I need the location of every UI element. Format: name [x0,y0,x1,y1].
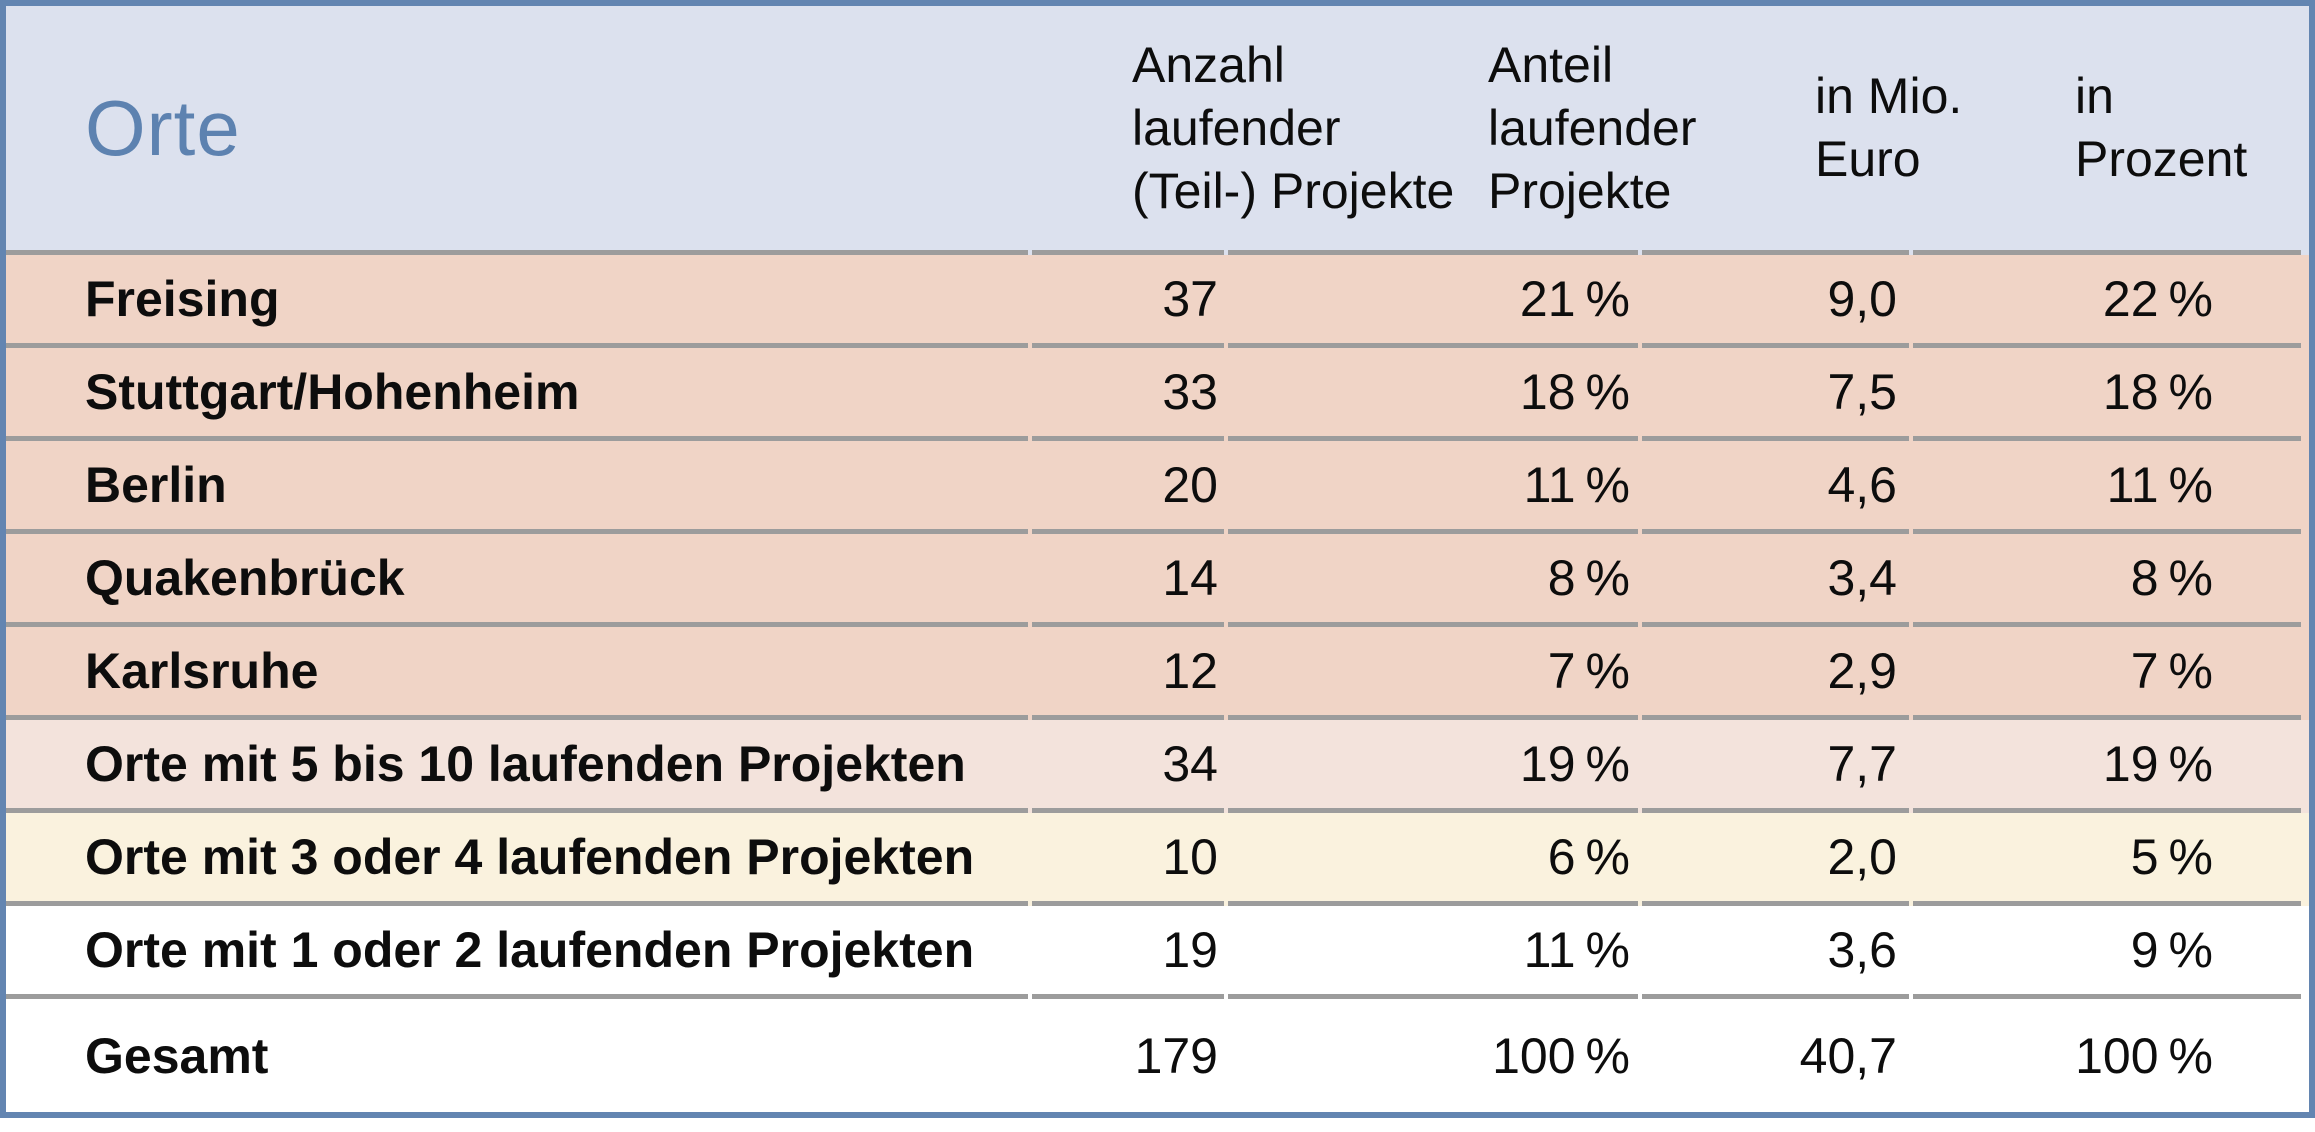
cell-anteil: 6 % [1228,813,1638,906]
cell-anzahl: 34 [1032,720,1224,813]
cell-prozent: 11 % [1913,441,2301,534]
cell-mio-euro: 2,9 [1642,627,1909,720]
cell-prozent: 100 % [2075,1027,2213,1084]
row-label: Quakenbrück [6,534,1028,627]
row-label: Gesamt [85,1027,269,1084]
row-label: Berlin [6,441,1028,534]
cell-prozent: 9 % [1913,906,2301,999]
cell-anzahl: 19 [1032,906,1224,999]
cell-anzahl: 179 [1134,1027,1218,1084]
row-label: Orte mit 1 oder 2 laufenden Projekten [6,906,1028,999]
cell-prozent: 18 % [1913,348,2301,441]
cell-anteil: 11 % [1228,441,1638,534]
cell-mio-euro: 3,6 [1642,906,1909,999]
row-label: Freising [6,255,1028,348]
table-row-gesamt: Gesamt 179 100 % 40,7 100 % [6,999,2309,1112]
table-row-orte-1-oder-2: Orte mit 1 oder 2 laufenden Projekten 19… [6,906,2309,999]
cell-anteil: 7 % [1228,627,1638,720]
cell-mio-euro: 9,0 [1642,255,1909,348]
table-row-freising: Freising 37 21 % 9,0 22 % [6,255,2309,348]
header-cell-anzahl: Anzahl laufender (Teil-) Projekte [1032,6,1454,255]
cell-anzahl: 20 [1032,441,1224,534]
cell-anzahl: 12 [1032,627,1224,720]
table-row-stuttgart-hohenheim: Stuttgart/Hohenheim 33 18 % 7,5 18 % [6,348,2309,441]
header-cell-mio-euro: in Mio. Euro [1642,6,1962,255]
cell-prozent: 22 % [1913,255,2301,348]
cell-anteil: 19 % [1228,720,1638,813]
cell-mio-euro: 4,6 [1642,441,1909,534]
row-label: Karlsruhe [6,627,1028,720]
cell-anteil: 21 % [1228,255,1638,348]
table-row-berlin: Berlin 20 11 % 4,6 11 % [6,441,2309,534]
table-row-quakenbrueck: Quakenbrück 14 8 % 3,4 8 % [6,534,2309,627]
header-cell-anteil: Anteil laufender Projekte [1228,6,1697,255]
table-header-row: Orte Anzahl laufender (Teil-) Projekte A… [6,6,2309,255]
table-row-orte-3-oder-4: Orte mit 3 oder 4 laufenden Projekten 10… [6,813,2309,906]
cell-anzahl: 33 [1032,348,1224,441]
row-label: Orte mit 3 oder 4 laufenden Projekten [6,813,1028,906]
row-label: Orte mit 5 bis 10 laufenden Projekten [6,720,1028,813]
cell-prozent: 5 % [1913,813,2301,906]
cell-anzahl: 14 [1032,534,1224,627]
cell-anteil: 100 % [1492,1027,1630,1084]
header-cell-orte: Orte [6,6,1028,255]
column-header-anteil-label: Anteil laufender Projekte [1488,36,1697,219]
column-header-anzahl-label: Anzahl laufender (Teil-) Projekte [1132,36,1455,219]
cell-prozent: 8 % [1913,534,2301,627]
table-title: Orte [85,84,241,172]
column-header-prozent-label: in Prozent [2075,68,2248,187]
cell-mio-euro: 7,7 [1642,720,1909,813]
cell-mio-euro: 40,7 [1799,1027,1897,1084]
cell-mio-euro: 7,5 [1642,348,1909,441]
table-row-orte-5-bis-10: Orte mit 5 bis 10 laufenden Projekten 34… [6,720,2309,813]
header-cell-prozent: in Prozent [1913,6,2301,255]
column-header-mio-euro-label: in Mio. Euro [1815,68,1963,187]
cell-anzahl: 10 [1032,813,1224,906]
cell-anzahl: 37 [1032,255,1224,348]
cell-mio-euro: 2,0 [1642,813,1909,906]
table-row-karlsruhe: Karlsruhe 12 7 % 2,9 7 % [6,627,2309,720]
cell-anteil: 18 % [1228,348,1638,441]
cell-mio-euro: 3,4 [1642,534,1909,627]
cell-prozent: 7 % [1913,627,2301,720]
cell-prozent: 19 % [1913,720,2301,813]
row-label: Stuttgart/Hohenheim [6,348,1028,441]
cell-anteil: 8 % [1228,534,1638,627]
cell-anteil: 11 % [1228,906,1638,999]
